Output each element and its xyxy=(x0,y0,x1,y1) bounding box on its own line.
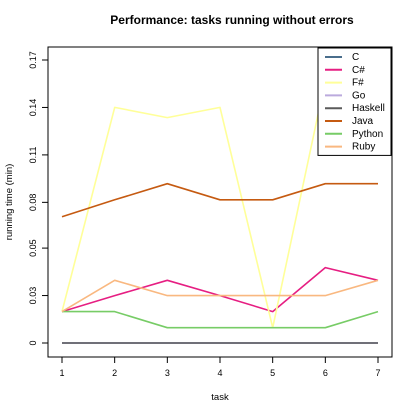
legend: C C# F#Go Haskell Java Python Ruby xyxy=(317,47,392,156)
x-tick-label: 3 xyxy=(165,368,170,378)
series-line-ruby xyxy=(61,279,379,313)
x-tick-label: 5 xyxy=(270,368,275,378)
y-tick-label: 0 xyxy=(28,340,38,345)
legend-label: Python xyxy=(352,129,383,140)
legend-label: C xyxy=(352,52,359,63)
x-tick-label: 6 xyxy=(323,368,328,378)
legend-label: Go xyxy=(352,90,366,101)
chart-title: Performance: tasks running without error… xyxy=(110,13,354,27)
x-tick-label: 4 xyxy=(217,368,222,378)
y-axis-label: running time (min) xyxy=(4,164,15,241)
y-tick-label: 0.05 xyxy=(28,239,38,257)
y-tick-label: 0.03 xyxy=(28,287,38,305)
y-tick-label: 0.08 xyxy=(28,194,38,212)
legend-label: Java xyxy=(352,116,374,127)
legend-label: C# xyxy=(352,65,365,76)
legend-label: Ruby xyxy=(352,142,375,153)
legend-box xyxy=(317,47,392,156)
x-tick-label: 7 xyxy=(375,368,380,378)
legend-label: F# xyxy=(352,78,364,89)
y-tick-label: 0.11 xyxy=(28,146,38,163)
y-tick-label: 0.17 xyxy=(28,51,38,69)
x-tick-label: 1 xyxy=(59,368,64,378)
x-tick-label: 2 xyxy=(112,368,117,378)
axes: 1 2 3 4 5 6 7 0 0.03 0.05 0.08 0.11 0.14 0.17 xyxy=(28,51,381,378)
series-line-python xyxy=(62,310,379,329)
series-line-java xyxy=(61,182,378,218)
series-line-c- xyxy=(61,266,379,313)
legend-label: Haskell xyxy=(352,103,385,114)
x-axis-label: task xyxy=(211,392,229,403)
y-tick-label: 0.14 xyxy=(28,99,38,117)
